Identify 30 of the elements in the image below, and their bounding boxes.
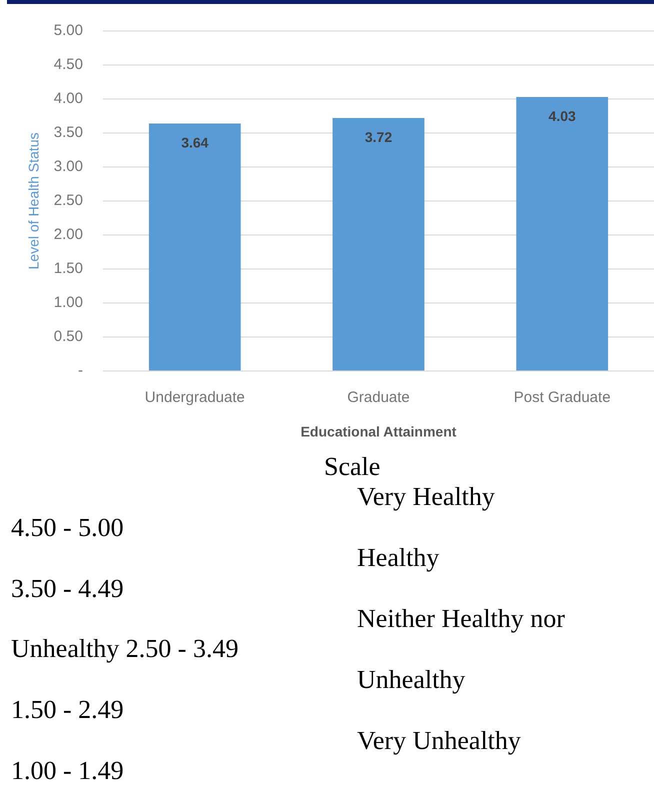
text: Neither Healthy nor [357,604,565,634]
x-axis-title: Educational Attainment [300,423,457,440]
y-tick-label: 0.50 [54,328,83,346]
text: Very Unhealthy [357,726,521,756]
y-tick-label: 4.50 [54,56,83,74]
data-label: 3.72 [364,128,392,145]
text: Very Healthy [357,482,495,512]
x-tick-label: Post Graduate [514,389,611,406]
data-label: 4.03 [548,108,576,124]
y-tick-label: - [78,362,83,380]
data-label: 3.64 [181,134,209,150]
text: Unhealthy [357,664,466,695]
x-tick-label: Graduate [347,389,410,406]
y-tick-label: 4.00 [54,90,83,108]
text: 4.50 - 5.00 [11,512,124,543]
x-tick-label: Undergraduate [144,389,245,406]
y-axis-title: Level of Health Status [25,132,42,270]
y-tick-label: 5.00 [54,22,83,40]
text: 1.00 - 1.49 [11,756,124,786]
y-tick-label: 2.50 [54,192,83,210]
text: Unhealthy 2.50 - 3.49 [11,634,238,664]
text: 1.50 - 2.49 [11,695,124,726]
y-tick-label: 1.50 [54,260,83,278]
text: Scale [324,452,380,482]
y-tick-label: 3.50 [54,124,83,142]
text: 3.50 - 4.49 [11,574,124,604]
y-tick-label: 3.00 [54,158,83,176]
y-tick-label: 2.00 [54,226,83,244]
y-tick-label: 1.00 [54,294,83,312]
text: Healthy [357,543,440,574]
